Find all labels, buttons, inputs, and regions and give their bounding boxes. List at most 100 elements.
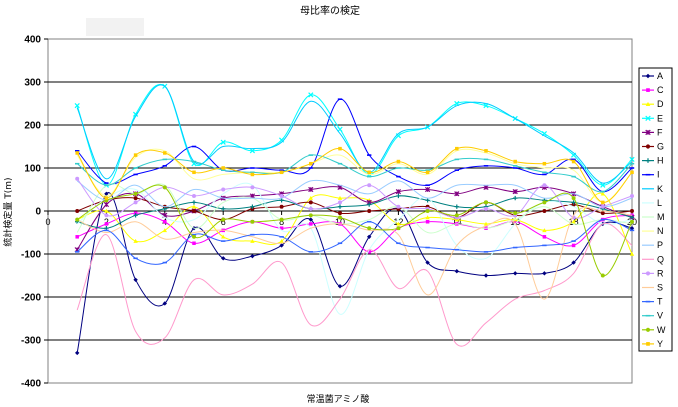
data-point-C	[367, 250, 371, 254]
legend-item-G: G	[642, 142, 664, 152]
legend-item-E: E	[642, 113, 663, 123]
legend-item-W: W	[642, 325, 666, 335]
y-tick-label: -300	[21, 336, 41, 347]
data-point-W	[338, 215, 342, 220]
data-point-D	[542, 228, 547, 233]
y-tick-label: 0	[35, 207, 41, 218]
data-point-H	[133, 213, 138, 218]
series-A	[75, 191, 635, 356]
x-tick-label: 6	[221, 217, 226, 227]
data-point-W	[630, 219, 634, 224]
data-point-A	[104, 191, 109, 196]
data-point-G	[192, 209, 196, 213]
data-point-G	[630, 209, 634, 213]
data-point-R	[133, 200, 138, 205]
data-point-E	[629, 156, 635, 163]
data-point-A	[513, 271, 518, 276]
data-point-A	[483, 273, 489, 278]
data-point-C	[192, 241, 196, 246]
data-point-C	[425, 219, 430, 224]
data-point-D	[279, 238, 284, 243]
data-point-F	[483, 184, 489, 190]
data-point-C	[163, 219, 167, 224]
data-point-A	[133, 277, 138, 282]
legend-item-A: A	[642, 71, 663, 81]
data-point-E	[132, 111, 139, 117]
chart-title: 母比率の検定	[300, 4, 360, 17]
x-tick-label: 8	[279, 217, 284, 227]
data-point-E	[220, 139, 226, 145]
data-point-D	[483, 221, 489, 226]
data-point-W	[162, 185, 167, 190]
series-T	[75, 218, 635, 265]
legend-item-I: I	[642, 170, 660, 180]
series-line-V	[76, 154, 633, 193]
legend-item-Q: Q	[642, 254, 664, 264]
data-point-F	[395, 189, 402, 195]
legend-marker	[645, 129, 651, 136]
data-point-H	[629, 215, 635, 220]
data-point-H	[513, 195, 518, 201]
legend-marker	[645, 101, 651, 107]
legend-marker	[645, 271, 651, 276]
data-point-W	[279, 217, 284, 222]
data-point-C	[571, 243, 576, 248]
series-line-G	[77, 197, 633, 221]
data-point-W	[75, 217, 80, 222]
series-line-C	[76, 212, 633, 253]
legend-marker	[646, 88, 650, 92]
data-point-A	[308, 217, 313, 222]
data-point-A	[337, 284, 343, 289]
data-point-Y	[484, 149, 488, 153]
data-point-R	[221, 187, 226, 192]
y-axis-label: 統計検定量 T(m)	[2, 177, 14, 246]
data-point-F	[512, 189, 518, 195]
legend-item-K: K	[642, 184, 663, 194]
legend-marker	[645, 158, 651, 163]
data-point-H	[191, 200, 197, 205]
data-point-D	[396, 221, 401, 226]
data-point-D	[600, 191, 605, 196]
data-point-R	[396, 204, 401, 209]
series-line-K	[76, 84, 633, 184]
legend-label: A	[657, 71, 663, 81]
legend-marker	[645, 327, 651, 332]
legend-label: I	[657, 170, 660, 180]
data-point-R	[367, 183, 372, 188]
data-point-Y	[455, 146, 459, 151]
data-point-A	[250, 253, 255, 259]
data-point-W	[192, 234, 196, 239]
data-point-E	[600, 182, 606, 188]
legend-box	[638, 67, 673, 352]
data-point-G	[133, 196, 138, 201]
data-point-R	[600, 204, 605, 209]
x-tick-label: 2	[104, 217, 109, 227]
data-point-G	[600, 211, 605, 216]
series-N	[76, 148, 633, 203]
series-line-S	[76, 206, 633, 300]
legend-label: G	[657, 142, 664, 152]
data-point-W	[513, 211, 518, 216]
title-placeholder-box	[86, 18, 144, 36]
data-point-R	[308, 206, 313, 211]
data-point-A	[221, 256, 226, 261]
data-point-C	[309, 222, 313, 226]
data-point-D	[250, 238, 255, 243]
data-point-F	[454, 191, 460, 197]
series-P	[76, 179, 633, 208]
data-point-A	[425, 260, 430, 265]
data-point-G	[367, 209, 372, 213]
data-point-Y	[396, 159, 401, 164]
data-point-Y	[250, 172, 255, 177]
legend-label: V	[657, 311, 663, 321]
data-point-Y	[104, 196, 109, 200]
legend-label: M	[657, 212, 665, 222]
series-V	[75, 154, 635, 193]
data-point-W	[542, 200, 547, 205]
legend-item-S: S	[642, 283, 663, 293]
legend-label: H	[657, 156, 664, 166]
series-line-T	[76, 218, 633, 265]
data-point-G	[308, 200, 313, 205]
data-point-F	[103, 201, 110, 208]
